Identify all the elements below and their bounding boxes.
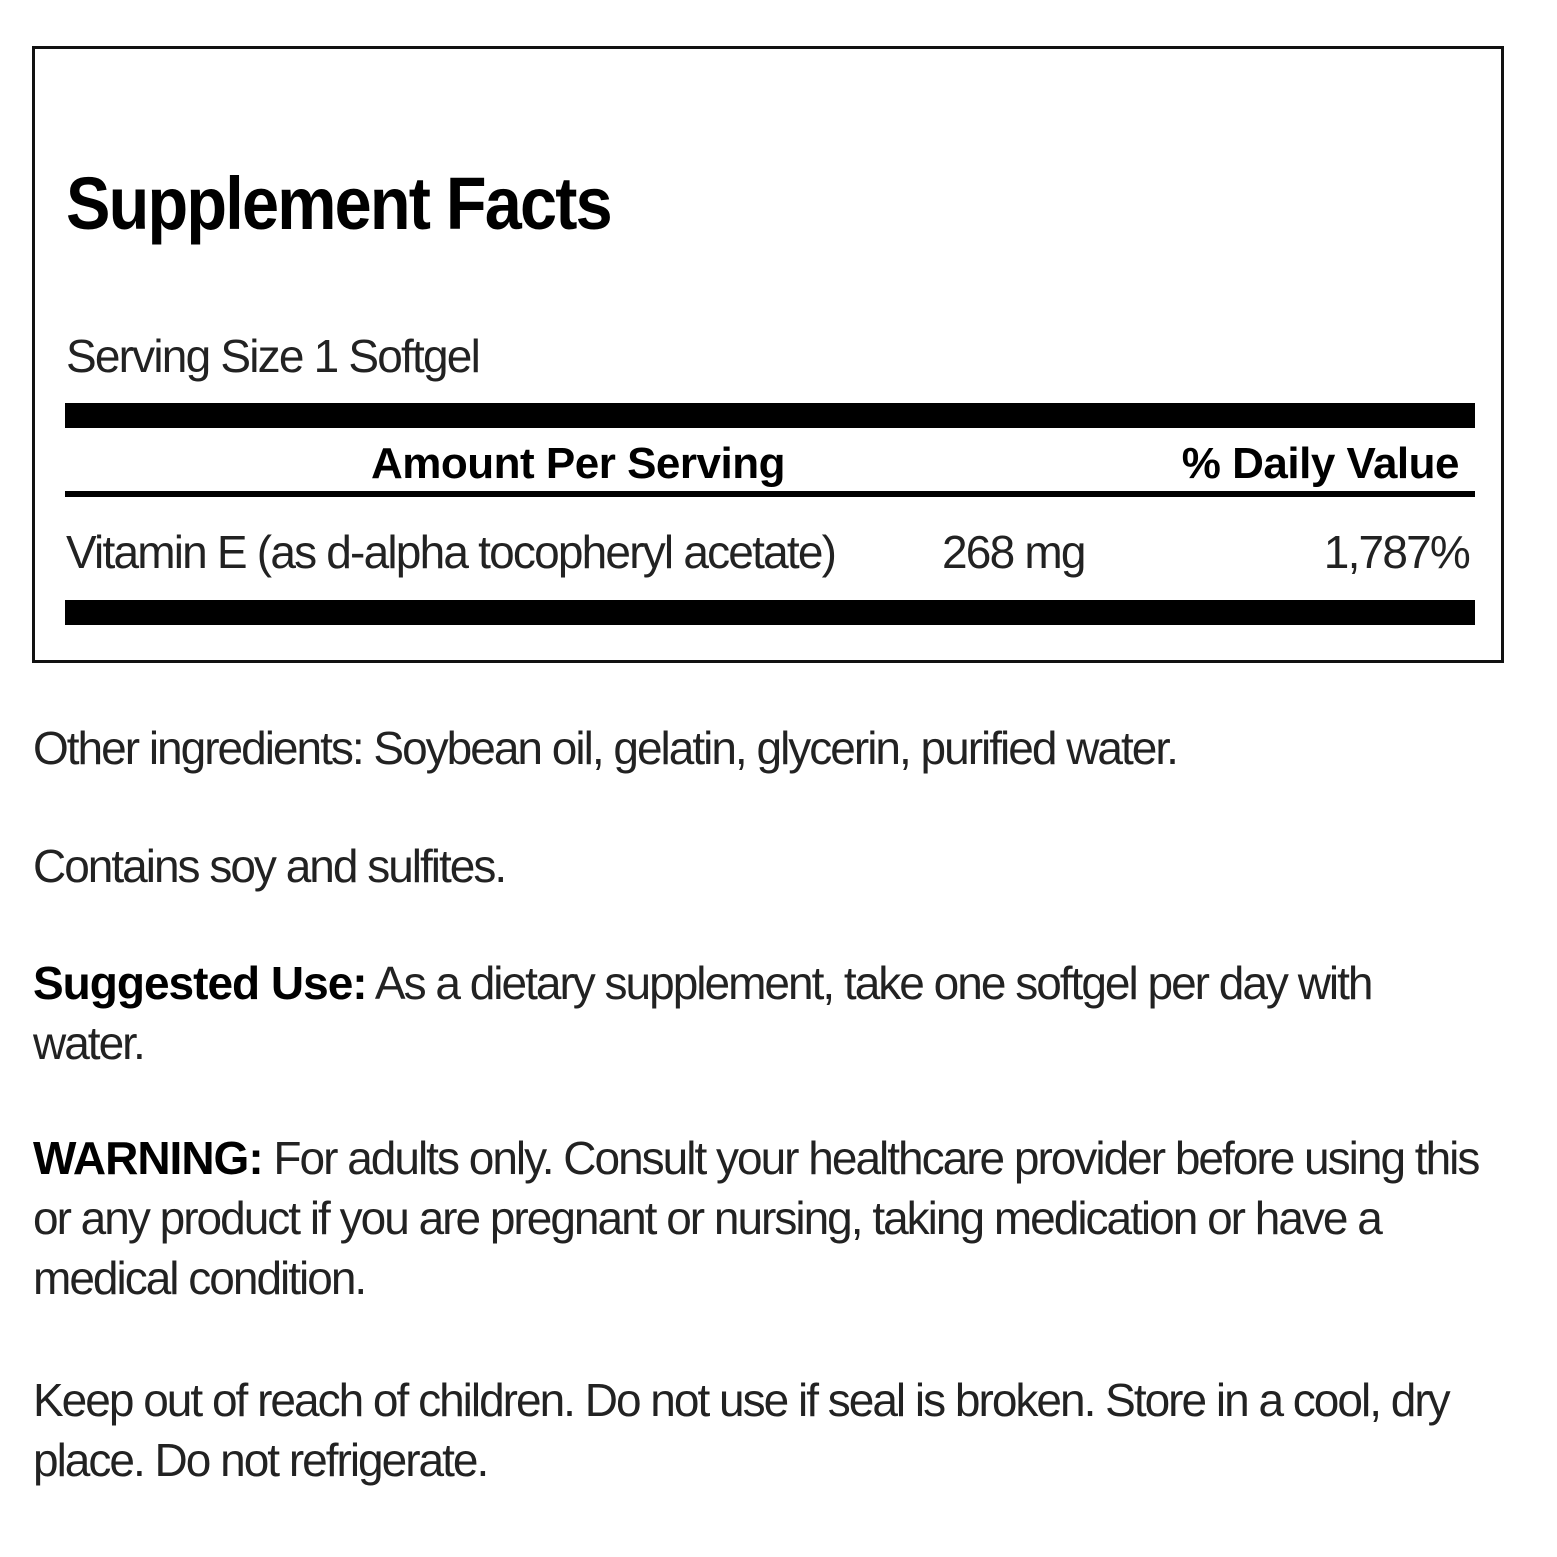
other-ingredients: Other ingredients: Soybean oil, gelatin,… — [33, 722, 1179, 774]
suggested-use: Suggested Use: As a dietary supplement, … — [33, 953, 1473, 1073]
serving-size: Serving Size 1 Softgel — [66, 330, 481, 382]
warning-text: For adults only. Consult your healthcare… — [33, 1132, 1480, 1304]
nutrient-name: Vitamin E (as d-alpha tocopheryl acetate… — [66, 526, 837, 578]
divider-thick-bottom — [65, 600, 1475, 625]
nutrient-amount: 268 mg — [942, 526, 1086, 578]
storage-instructions: Keep out of reach of children. Do not us… — [33, 1374, 1451, 1486]
divider-thick — [65, 403, 1475, 428]
header-amount-per-serving: Amount Per Serving — [371, 439, 785, 488]
warning: WARNING: For adults only. Consult your h… — [33, 1128, 1513, 1308]
suggested-use-label: Suggested Use: — [33, 957, 368, 1009]
panel-title: Supplement Facts — [66, 162, 613, 245]
supplement-facts-panel: Supplement Facts Serving Size 1 Softgel … — [32, 46, 1504, 663]
suggested-use-text: As a dietary supplement, take one softge… — [33, 957, 1374, 1069]
divider-thin — [65, 491, 1475, 497]
nutrient-daily-value: 1,787% — [1323, 526, 1471, 578]
header-daily-value: % Daily Value — [1181, 439, 1460, 488]
allergen-statement: Contains soy and sulfites. — [33, 840, 507, 892]
warning-label: WARNING: — [33, 1132, 264, 1184]
